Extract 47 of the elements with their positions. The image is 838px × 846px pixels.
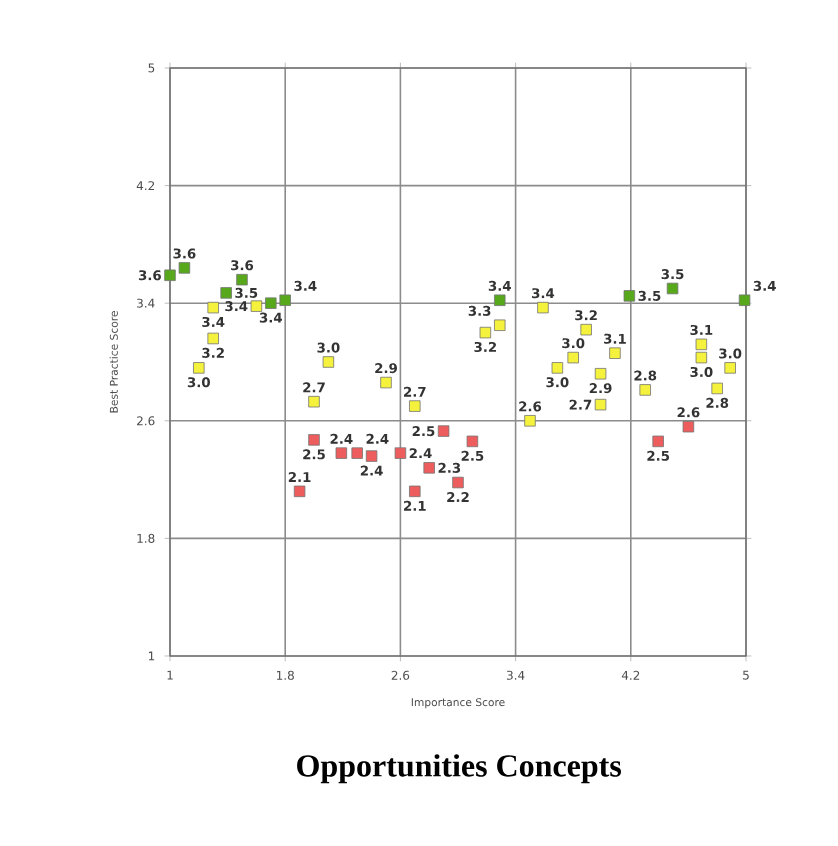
point	[409, 400, 421, 412]
point	[524, 415, 536, 427]
point	[623, 290, 636, 302]
point	[695, 338, 708, 351]
point	[365, 450, 378, 462]
point	[322, 356, 335, 368]
point	[437, 425, 450, 437]
point	[394, 447, 407, 459]
point	[466, 435, 479, 448]
point	[207, 301, 219, 314]
point	[551, 362, 564, 374]
point	[265, 297, 277, 309]
point	[220, 287, 232, 299]
point	[279, 294, 291, 306]
point	[682, 420, 695, 433]
point	[479, 326, 492, 339]
point	[308, 395, 320, 408]
point	[724, 362, 736, 374]
point	[738, 294, 751, 306]
point	[236, 273, 248, 286]
point	[207, 332, 219, 345]
point	[308, 434, 320, 446]
point	[423, 462, 435, 474]
point	[594, 398, 607, 411]
point	[695, 351, 708, 364]
point	[537, 301, 549, 314]
point	[351, 447, 363, 459]
point	[567, 351, 579, 364]
point	[580, 323, 592, 336]
point	[652, 435, 664, 448]
point	[494, 294, 506, 306]
point	[293, 485, 306, 498]
point	[666, 282, 679, 295]
point	[193, 362, 205, 374]
point	[250, 300, 263, 312]
point	[409, 485, 421, 498]
point	[639, 384, 651, 396]
point	[594, 368, 607, 380]
point	[380, 376, 392, 389]
point	[452, 476, 464, 489]
point	[335, 447, 348, 459]
point	[164, 269, 176, 281]
point	[494, 319, 506, 331]
text: Opportunities Concepts	[297, 754, 621, 784]
point	[711, 382, 723, 395]
point	[178, 262, 191, 274]
point	[609, 347, 621, 359]
